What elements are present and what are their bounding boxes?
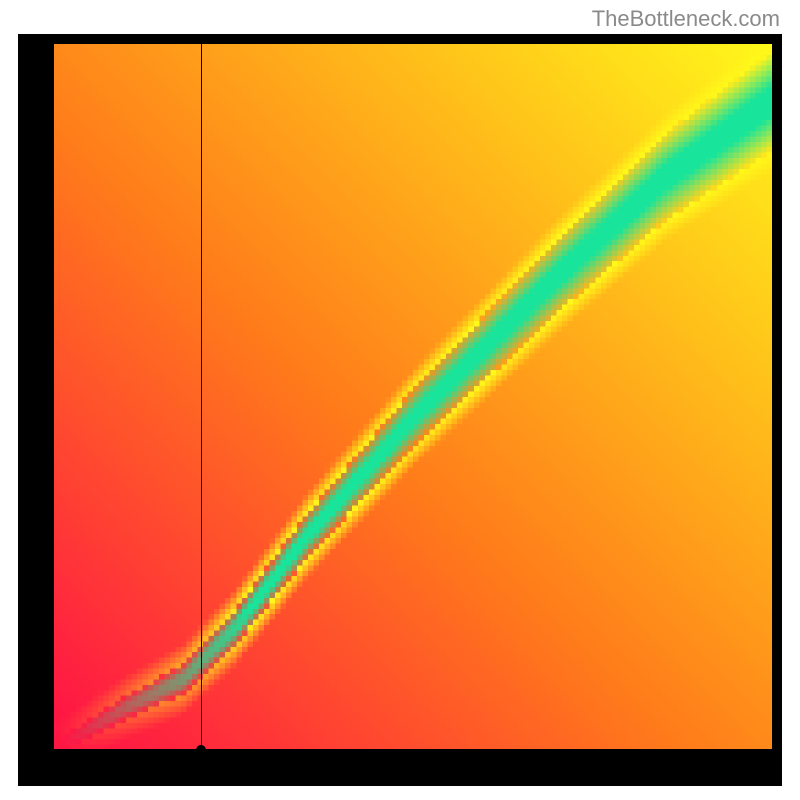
attribution-text: TheBottleneck.com <box>592 6 780 32</box>
crosshair-horizontal <box>54 749 772 750</box>
plot-area <box>54 44 772 750</box>
crosshair-dot <box>196 745 206 750</box>
heatmap-canvas <box>54 44 772 750</box>
plot-outer-frame <box>18 34 782 786</box>
crosshair-vertical <box>201 44 202 750</box>
